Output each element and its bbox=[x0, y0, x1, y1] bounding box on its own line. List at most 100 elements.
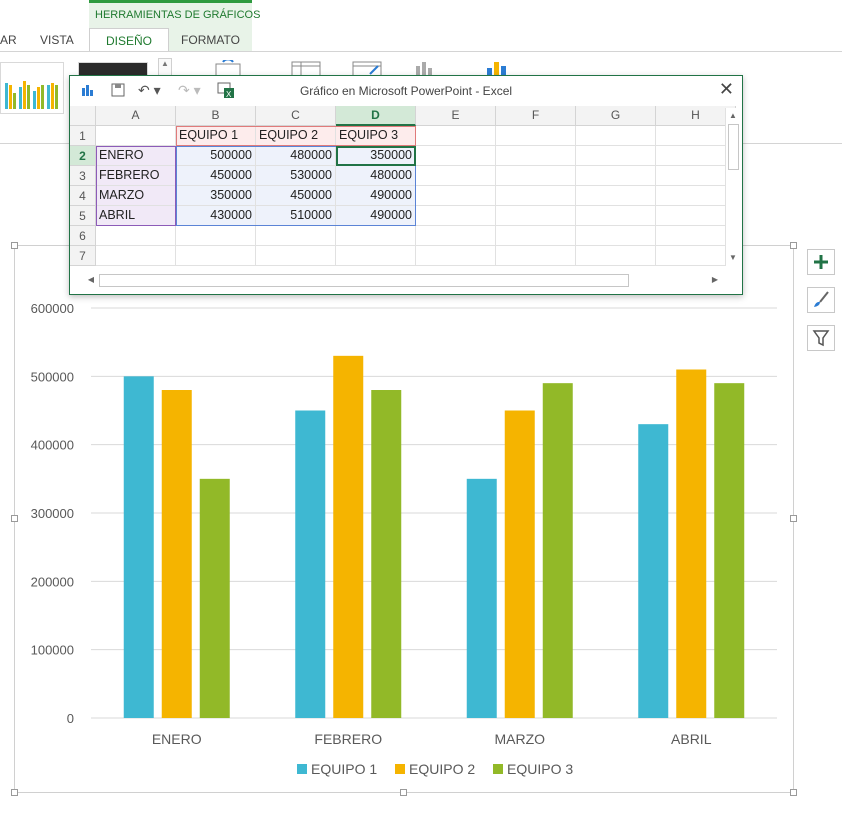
spreadsheet-cell[interactable]: 450000 bbox=[256, 186, 336, 206]
spreadsheet-cell[interactable] bbox=[496, 146, 576, 166]
spreadsheet-cell[interactable] bbox=[96, 126, 176, 146]
spreadsheet-cell[interactable] bbox=[576, 166, 656, 186]
spreadsheet-cell[interactable] bbox=[416, 206, 496, 226]
spreadsheet-cell[interactable] bbox=[336, 226, 416, 246]
column-header[interactable]: G bbox=[576, 106, 656, 126]
chart-area[interactable]: 0 100000 200000 300000 400000 500000 600000 ENE… bbox=[14, 245, 794, 793]
spreadsheet-cell[interactable]: 490000 bbox=[336, 186, 416, 206]
spreadsheet-cell[interactable]: EQUIPO 3 bbox=[336, 126, 416, 146]
spreadsheet-cell[interactable] bbox=[576, 226, 656, 246]
spreadsheet-cell[interactable] bbox=[496, 166, 576, 186]
spreadsheet-cell[interactable] bbox=[656, 206, 736, 226]
undo-icon[interactable]: ↶ ▾ bbox=[138, 82, 161, 98]
vertical-scrollbar[interactable]: ▲ ▼ bbox=[725, 108, 740, 266]
spreadsheet-cell[interactable] bbox=[656, 226, 736, 246]
spreadsheet-cell[interactable]: EQUIPO 1 bbox=[176, 126, 256, 146]
spreadsheet-cell[interactable] bbox=[656, 146, 736, 166]
spreadsheet-cell[interactable]: EQUIPO 2 bbox=[256, 126, 336, 146]
column-header[interactable]: B bbox=[176, 106, 256, 126]
scrollbar-thumb[interactable] bbox=[728, 124, 739, 170]
spreadsheet-cell[interactable] bbox=[416, 126, 496, 146]
resize-handle[interactable] bbox=[790, 789, 797, 796]
change-chart-type-icon[interactable] bbox=[483, 60, 513, 76]
chart-styles-button[interactable] bbox=[807, 287, 835, 313]
spreadsheet-cell[interactable]: 450000 bbox=[176, 166, 256, 186]
spreadsheet-cell[interactable] bbox=[656, 246, 736, 266]
row-header[interactable]: 4 bbox=[70, 186, 96, 206]
tab-vista[interactable]: VISTA bbox=[40, 33, 74, 47]
spreadsheet-cell[interactable] bbox=[416, 166, 496, 186]
spreadsheet-cell[interactable] bbox=[416, 246, 496, 266]
spreadsheet-cell[interactable] bbox=[576, 186, 656, 206]
column-header[interactable]: F bbox=[496, 106, 576, 126]
spreadsheet-cell[interactable] bbox=[656, 126, 736, 146]
select-all-corner[interactable] bbox=[70, 106, 96, 126]
resize-handle[interactable] bbox=[11, 515, 18, 522]
close-icon[interactable]: ✕ bbox=[718, 79, 734, 99]
column-header[interactable]: A bbox=[96, 106, 176, 126]
row-header[interactable]: 3 bbox=[70, 166, 96, 186]
row-header[interactable]: 2 bbox=[70, 146, 96, 166]
spreadsheet-cell[interactable] bbox=[96, 226, 176, 246]
horizontal-scrollbar[interactable]: ◀ ▶ bbox=[85, 273, 723, 288]
spreadsheet-cell[interactable] bbox=[416, 226, 496, 246]
spreadsheet-cell[interactable]: 350000 bbox=[336, 146, 416, 166]
tab-diseno[interactable]: DISEÑO bbox=[89, 28, 169, 52]
row-header[interactable]: 7 bbox=[70, 246, 96, 266]
row-header[interactable]: 5 bbox=[70, 206, 96, 226]
row-header[interactable]: 1 bbox=[70, 126, 96, 146]
chart-elements-button[interactable] bbox=[807, 249, 835, 275]
spreadsheet-cell[interactable] bbox=[576, 206, 656, 226]
scroll-down-icon[interactable]: ▼ bbox=[729, 253, 737, 262]
scroll-left-icon[interactable]: ◀ bbox=[87, 275, 95, 284]
row-header[interactable]: 6 bbox=[70, 226, 96, 246]
column-header[interactable]: H bbox=[656, 106, 736, 126]
resize-handle[interactable] bbox=[790, 515, 797, 522]
spreadsheet-cell[interactable]: 480000 bbox=[256, 146, 336, 166]
spreadsheet-cell[interactable] bbox=[496, 226, 576, 246]
column-header[interactable]: D bbox=[336, 106, 416, 126]
spreadsheet-cell[interactable] bbox=[176, 226, 256, 246]
spreadsheet-cell[interactable]: 500000 bbox=[176, 146, 256, 166]
select-data-icon[interactable] bbox=[291, 60, 321, 76]
spreadsheet-cell[interactable] bbox=[656, 166, 736, 186]
spreadsheet-cell[interactable] bbox=[576, 126, 656, 146]
spreadsheet-cell[interactable] bbox=[496, 126, 576, 146]
tab-formato[interactable]: FORMATO bbox=[169, 28, 252, 52]
spreadsheet-cell[interactable]: 490000 bbox=[336, 206, 416, 226]
spreadsheet-cell[interactable] bbox=[336, 246, 416, 266]
spreadsheet-cell[interactable] bbox=[416, 146, 496, 166]
spreadsheet-cell[interactable]: MARZO bbox=[96, 186, 176, 206]
spreadsheet-cell[interactable] bbox=[256, 226, 336, 246]
resize-handle[interactable] bbox=[11, 242, 18, 249]
spreadsheet-cell[interactable]: 350000 bbox=[176, 186, 256, 206]
chart-style-thumbnail-1[interactable] bbox=[0, 62, 64, 114]
save-icon[interactable] bbox=[110, 82, 126, 98]
excel-title-bar[interactable]: ↶ ▾ ↷ ▾ X Gráfico en Microsoft PowerPoin… bbox=[70, 76, 742, 106]
spreadsheet-cell[interactable] bbox=[416, 186, 496, 206]
spreadsheet-cell[interactable] bbox=[496, 246, 576, 266]
spreadsheet-cell[interactable]: ENERO bbox=[96, 146, 176, 166]
spreadsheet-cell[interactable] bbox=[256, 246, 336, 266]
spreadsheet-cell[interactable] bbox=[496, 206, 576, 226]
spreadsheet-cell[interactable]: 480000 bbox=[336, 166, 416, 186]
edit-data-icon[interactable] bbox=[352, 60, 382, 76]
refresh-data-icon[interactable] bbox=[410, 60, 440, 76]
spreadsheet-cell[interactable] bbox=[576, 146, 656, 166]
spreadsheet-cell[interactable]: 430000 bbox=[176, 206, 256, 226]
redo-icon[interactable]: ↷ ▾ bbox=[178, 82, 201, 98]
scroll-up-icon[interactable]: ▲ bbox=[729, 111, 737, 120]
chart-filters-button[interactable] bbox=[807, 325, 835, 351]
scroll-right-icon[interactable]: ▶ bbox=[711, 275, 719, 284]
spreadsheet-cell[interactable] bbox=[656, 186, 736, 206]
scrollbar-thumb[interactable] bbox=[99, 274, 629, 287]
spreadsheet-cell[interactable]: ABRIL bbox=[96, 206, 176, 226]
spreadsheet-cell[interactable] bbox=[576, 246, 656, 266]
excel-data-window[interactable]: ↶ ▾ ↷ ▾ X Gráfico en Microsoft PowerPoin… bbox=[69, 75, 743, 295]
edit-in-excel-icon[interactable]: X bbox=[217, 82, 235, 98]
spreadsheet-cell[interactable]: 530000 bbox=[256, 166, 336, 186]
resize-handle[interactable] bbox=[11, 789, 18, 796]
spreadsheet-cell[interactable]: 510000 bbox=[256, 206, 336, 226]
tab-partial[interactable]: AR bbox=[0, 33, 17, 47]
column-header[interactable]: C bbox=[256, 106, 336, 126]
